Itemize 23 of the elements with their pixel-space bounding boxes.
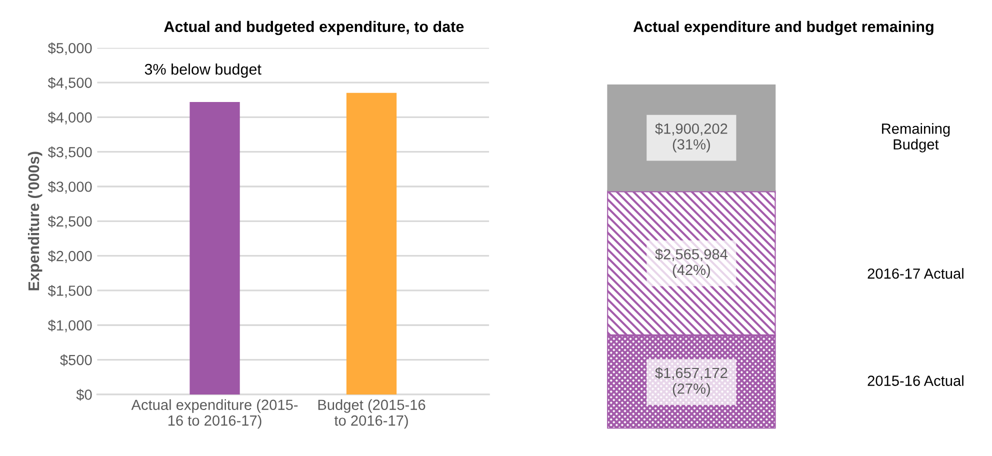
y-tick-label: $1,500 — [48, 284, 92, 298]
annotation: 3% below budget — [144, 63, 262, 78]
data-label: $1,900,202 (31%) — [655, 122, 728, 152]
y-tick-label: $3,500 — [48, 146, 92, 159]
chart-title: Actual and budgeted expenditure, to date — [164, 20, 464, 36]
x-tick-label: Budget (2015-16 to 2016-17) — [318, 399, 426, 429]
text: 2015-16 Actual — [868, 375, 964, 386]
data-label: $1,657,172 (27%) — [655, 367, 728, 397]
y-tick-label: $1,000 — [48, 320, 92, 332]
y-tick-label: $4,500 — [48, 77, 92, 90]
y-tick-label: $5,000 — [48, 42, 92, 56]
y-tick-label: $0 — [76, 388, 92, 401]
text: 2016-17 Actual — [868, 268, 964, 279]
y-tick-label: $3,000 — [48, 180, 92, 194]
x-tick-label: Actual expenditure (2015- 16 to 2016-17) — [131, 399, 298, 429]
y-tick-label: $500 — [60, 354, 92, 366]
data-label: $2,565,984 (42%) — [655, 248, 728, 278]
text: Remaining Budget — [882, 123, 950, 152]
y-tick-label: $2,500 — [48, 216, 92, 228]
y-tick-label: $2,000 — [48, 250, 92, 263]
chart-title: Actual expenditure and budget remaining — [633, 20, 934, 36]
y-tick-label: $4,000 — [48, 112, 92, 124]
y-axis-title: Expenditure ('000s) — [28, 152, 42, 290]
